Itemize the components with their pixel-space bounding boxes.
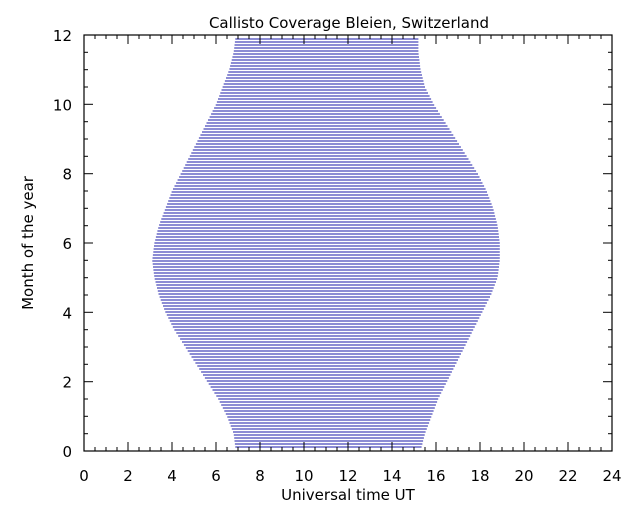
x-tick-label: 20: [514, 467, 533, 485]
y-axis-label: Month of the year: [19, 175, 37, 310]
x-tick-label: 18: [470, 467, 489, 485]
x-tick-label: 16: [426, 467, 445, 485]
y-tick-label: 6: [62, 235, 72, 253]
x-tick-label: 14: [382, 467, 401, 485]
y-tick-labels: 0 2 4 6 8 10 12: [53, 27, 72, 461]
y-tick-label: 8: [62, 166, 72, 184]
x-tick-label: 4: [167, 467, 177, 485]
x-tick-label: 24: [602, 467, 621, 485]
x-tick-label: 10: [294, 467, 313, 485]
chart-title: Callisto Coverage Bleien, Switzerland: [209, 14, 489, 32]
axis-ticks: [83, 34, 613, 452]
x-tick-label: 8: [255, 467, 265, 485]
y-tick-label: 4: [62, 304, 72, 322]
x-tick-label: 12: [338, 467, 357, 485]
x-tick-label: 2: [123, 467, 133, 485]
x-tick-labels: 0 2 4 6 8 10 12 14 16 18 20 22 24: [79, 467, 621, 485]
x-axis-label: Universal time UT: [281, 486, 416, 504]
coverage-area: [152, 38, 500, 448]
y-tick-label: 2: [62, 374, 72, 392]
y-tick-label: 10: [53, 96, 72, 114]
x-tick-label: 22: [558, 467, 577, 485]
x-tick-label: 6: [211, 467, 221, 485]
x-tick-label: 0: [79, 467, 89, 485]
y-tick-label: 0: [62, 443, 72, 461]
y-tick-label: 12: [53, 27, 72, 45]
